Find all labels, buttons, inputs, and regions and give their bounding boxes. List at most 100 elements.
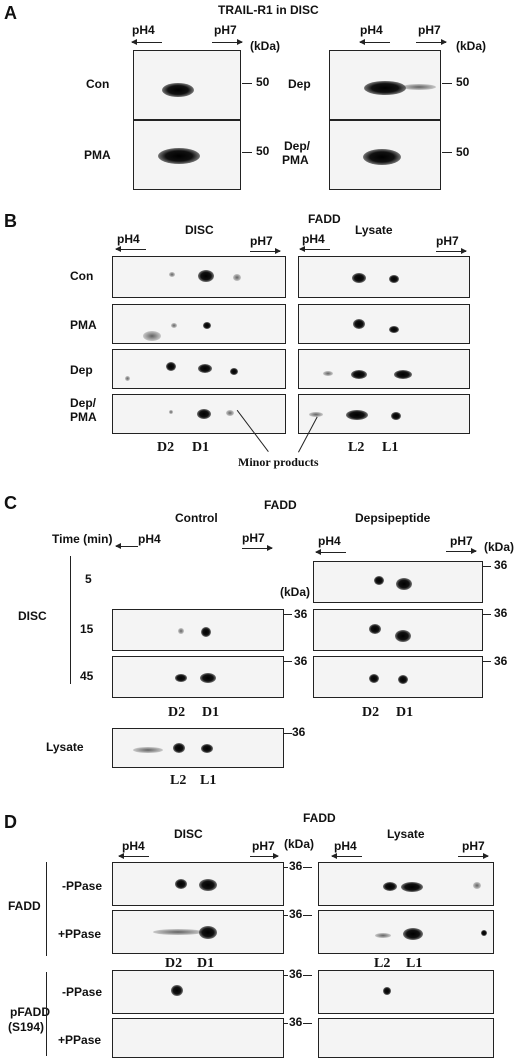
spot [158, 148, 200, 164]
marker-tick [442, 152, 452, 153]
spot-label-l2: L2 [374, 956, 391, 971]
spot [394, 370, 412, 379]
blot-d-lys-pfadd-minus [318, 970, 494, 1014]
panel-c-time-label: Time (min) [52, 532, 113, 546]
spot [351, 370, 367, 379]
row-group-fadd: FADD [8, 899, 41, 913]
spot [401, 882, 423, 892]
panel-c-lysate: Lysate [46, 740, 84, 754]
panel-a-kda-right: (kDa) [456, 39, 487, 53]
marker-36: 36 [294, 654, 308, 668]
panel-c-disc: DISC [18, 609, 47, 623]
blot-b-lys-pma [298, 304, 470, 344]
spot [175, 674, 187, 682]
panel-b-fadd: FADD [308, 212, 341, 226]
blot-d-disc-plus [112, 910, 284, 954]
panel-c-arrow-right [242, 545, 273, 551]
spot [363, 149, 401, 165]
panel-c-ph7: pH7 [242, 531, 265, 545]
row-group-pfadd: pFADD [10, 1005, 50, 1019]
panel-a-ph7-left: pH7 [214, 23, 237, 37]
spot [166, 362, 176, 371]
panel-b-letter: B [4, 211, 17, 231]
blot-a-con [133, 50, 241, 120]
spot-label-l2: L2 [348, 440, 365, 455]
spot-label-d2: D2 [157, 440, 175, 455]
panel-d-ph7-lys: pH7 [462, 839, 485, 853]
spot-label-d2: D2 [165, 956, 183, 971]
panel-a-label-con: Con [86, 77, 110, 91]
time-5: 5 [85, 572, 92, 586]
spot-label-d1: D1 [202, 705, 220, 720]
panel-a-label-dep-pma-2: PMA [282, 153, 309, 167]
blot-a-dep-pma [329, 120, 441, 190]
panel-d-kda: (kDa) [284, 837, 315, 851]
spot [389, 326, 399, 333]
panel-d-ph7: pH7 [252, 839, 275, 853]
marker-50: 50 [456, 75, 470, 89]
spot-label-d2-dep: D2 [362, 705, 380, 720]
panel-d-fadd: FADD [303, 811, 336, 825]
spot [353, 319, 365, 329]
marker-50: 50 [256, 144, 270, 158]
spot [375, 933, 391, 938]
spot [233, 274, 241, 281]
time-15: 15 [80, 622, 94, 636]
time-45: 45 [80, 669, 94, 683]
panel-b-ph4-lys: pH4 [302, 232, 325, 246]
row-minus-ppase-1: -PPase [62, 879, 103, 893]
blot-d-lys-plus [318, 910, 494, 954]
spot [383, 987, 391, 995]
row-plus-ppase-2: +PPase [58, 1033, 102, 1047]
row-group-s194: (S194) [8, 1020, 45, 1034]
marker-tick [284, 614, 292, 615]
panel-a-arrow-right [212, 39, 243, 45]
spot [398, 675, 408, 684]
spot [203, 322, 211, 329]
spot-label-d2: D2 [168, 705, 186, 720]
spot-label-l2: L2 [170, 773, 187, 788]
marker-36: 36 [494, 558, 508, 572]
panel-d-arrow-left-2 [331, 853, 362, 859]
spot [395, 630, 411, 642]
marker-tick [284, 733, 292, 734]
marker-tick [483, 566, 491, 567]
smear [143, 331, 161, 341]
spot [389, 275, 399, 283]
blot-c-dep-15 [313, 609, 483, 651]
spot [481, 930, 487, 936]
row-plus-ppase-1: +PPase [58, 927, 102, 941]
panel-b-arrow-right [250, 248, 281, 254]
panel-c-dep: Depsipeptide [355, 511, 431, 525]
marker-tick [242, 83, 252, 84]
blot-c-dep-5 [313, 561, 483, 603]
panel-a-ph4-left: pH4 [132, 23, 155, 37]
spot [352, 273, 366, 283]
blot-d-pfadd-plus [112, 1018, 284, 1058]
spot [162, 83, 194, 97]
marker-36: 36 [292, 725, 306, 739]
blot-b-lys-dep-pma [298, 394, 470, 434]
panel-b-label-dep: Dep [70, 363, 93, 377]
panel-c-kda-top: (kDa) [484, 540, 515, 554]
spot [374, 576, 384, 585]
panel-d-arrow-left [118, 853, 149, 859]
blot-d-lys-minus [318, 862, 494, 906]
marker-36: 36 [294, 607, 308, 621]
spot-label-l1: L1 [382, 440, 399, 455]
spot [198, 270, 214, 282]
smear [133, 747, 163, 753]
spot [201, 744, 213, 753]
spot [369, 624, 381, 634]
spot [199, 926, 217, 939]
panel-d-letter: D [4, 812, 17, 832]
blot-b-disc-con [112, 256, 286, 298]
blot-c-ctrl-45 [112, 656, 284, 698]
time-axis-line [70, 556, 71, 684]
spot [173, 743, 185, 753]
spot [230, 368, 238, 375]
panel-c-fadd: FADD [264, 498, 297, 512]
spot-label-d1: D1 [192, 440, 210, 455]
panel-b-disc: DISC [185, 223, 214, 237]
panel-c-ph7-dep: pH7 [450, 534, 473, 548]
